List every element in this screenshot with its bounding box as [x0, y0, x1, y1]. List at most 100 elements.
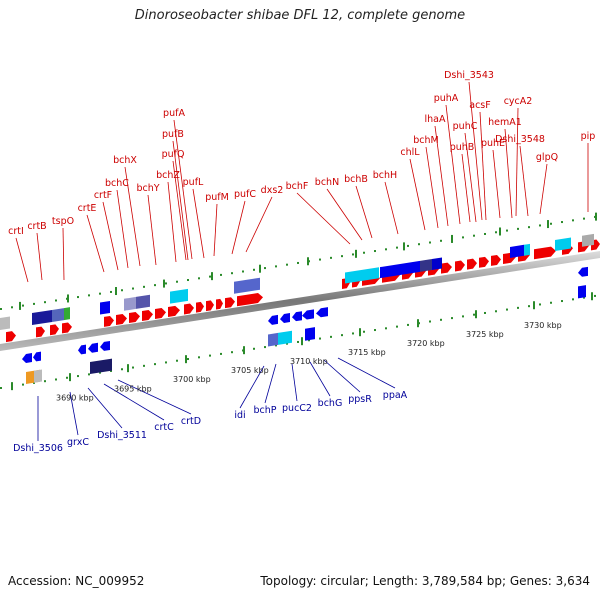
forward-leader	[62, 227, 65, 281]
tick-dot	[396, 246, 398, 249]
forward-feature-box	[234, 277, 260, 294]
forward-gene-arrow	[184, 303, 194, 315]
forward-leader	[231, 200, 246, 255]
tick-dot	[187, 358, 189, 361]
tick-dot	[396, 325, 398, 328]
label-leaders	[15, 81, 589, 441]
reverse-leader	[309, 361, 331, 397]
major-tick	[475, 310, 477, 319]
tick-dot	[528, 305, 530, 308]
reverse-gene-label: bchG	[318, 398, 343, 409]
reverse-gene-label: crtC	[154, 422, 174, 433]
forward-feature-box	[345, 267, 379, 284]
forward-leader	[326, 188, 363, 241]
major-tick	[417, 319, 419, 328]
tick-dot	[154, 284, 156, 287]
reverse-gene-arrow	[22, 353, 32, 363]
tick-dot	[55, 299, 57, 302]
tick-dot	[352, 332, 354, 335]
tick-dot	[209, 275, 211, 278]
forward-gene-label: bchX	[113, 155, 137, 166]
tick-dot	[253, 347, 255, 350]
ruler-label: 3730 kbp	[524, 321, 562, 330]
tick-dot	[374, 329, 376, 332]
tick-dot	[264, 346, 266, 349]
tick-dot	[143, 285, 145, 288]
reverse-leader	[69, 391, 79, 436]
forward-gene-label: Dshi_3543	[444, 70, 494, 81]
forward-feature-box	[510, 244, 524, 258]
forward-gene-arrow	[225, 297, 235, 309]
tick-dot	[506, 229, 508, 232]
forward-gene-arrow	[50, 324, 59, 336]
tick-dot	[198, 277, 200, 280]
tick-dot	[297, 340, 299, 343]
forward-feature-box	[380, 260, 420, 279]
forward-leader	[86, 214, 105, 273]
forward-leader	[409, 158, 426, 231]
tick-dot	[429, 241, 431, 244]
reverse-gene-label: crtD	[181, 416, 201, 427]
forward-feature-box	[524, 243, 530, 256]
tick-dot	[440, 318, 442, 321]
forward-feature-box	[32, 309, 52, 326]
ruler-label: 3700 kbp	[173, 375, 211, 384]
reverse-feature-box	[578, 285, 586, 299]
ruler-label: 3720 kbp	[407, 339, 445, 348]
tick-dot	[286, 263, 288, 266]
forward-gene-label: bchM	[413, 135, 438, 146]
tick-dot	[341, 334, 343, 337]
forward-gene-label: bchH	[373, 170, 397, 181]
forward-gene-arrow	[104, 315, 114, 327]
forward-gene-arrow	[155, 307, 166, 319]
gene-features	[0, 233, 600, 384]
tick-dot	[231, 272, 233, 275]
tick-dot	[583, 217, 585, 220]
tick-dot	[11, 306, 13, 309]
forward-leader	[245, 196, 273, 253]
major-tick	[451, 234, 453, 243]
reverse-gene-arrow	[316, 307, 328, 318]
tick-dot	[572, 298, 574, 301]
forward-gene-label: pufB	[162, 129, 184, 140]
tick-dot	[462, 236, 464, 239]
genome-summary: Topology: circular; Length: 3,789,584 bp…	[260, 574, 590, 588]
tick-dot	[495, 231, 497, 234]
major-tick	[499, 227, 501, 236]
forward-leader	[172, 160, 187, 261]
reverse-feature-box	[278, 330, 292, 345]
ruler-label: 3695 kbp	[114, 384, 152, 393]
forward-gene-label: bchF	[286, 181, 309, 192]
reverse-gene-arrow	[292, 311, 302, 322]
forward-gene-label: bchB	[344, 174, 368, 185]
forward-gene-label: lhaA	[425, 114, 446, 125]
tick-dot	[550, 222, 552, 225]
forward-gene-label: bchC	[105, 178, 129, 189]
ruler-label: 3715 kbp	[348, 348, 386, 357]
forward-leader	[492, 149, 501, 219]
tick-dot	[77, 375, 79, 378]
forward-gene-arrow	[441, 262, 452, 274]
forward-leader	[384, 181, 399, 235]
major-tick	[163, 279, 165, 288]
forward-gene-arrow	[6, 331, 16, 343]
major-tick	[307, 257, 309, 266]
forward-gene-label: crtF	[94, 190, 112, 201]
tick-dot	[176, 280, 178, 283]
tick-dot	[165, 361, 167, 364]
reverse-gene-label: idi	[234, 410, 245, 421]
tick-dot	[286, 342, 288, 345]
forward-feature-box	[170, 288, 188, 304]
tick-dot	[506, 308, 508, 311]
reverse-gene-arrow	[78, 344, 86, 355]
major-tick	[185, 355, 187, 364]
forward-gene-label: Dshi_3548	[495, 134, 545, 145]
tick-dot	[385, 327, 387, 330]
reverse-feature-box	[305, 327, 315, 341]
forward-leader	[167, 181, 177, 263]
major-tick	[359, 328, 361, 337]
major-tick	[355, 249, 357, 258]
forward-leader	[173, 119, 193, 260]
forward-gene-label: crtI	[8, 226, 24, 237]
forward-gene-arrow	[491, 254, 501, 266]
